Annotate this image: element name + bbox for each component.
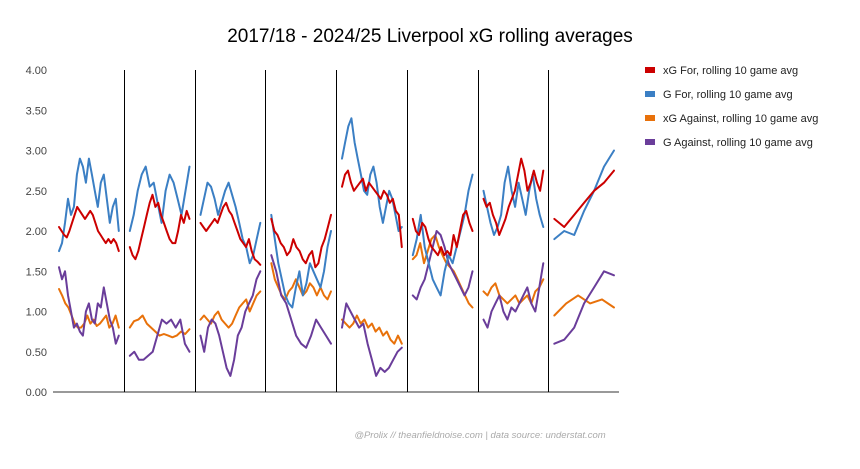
legend-swatch — [645, 139, 655, 145]
series-line — [411, 230, 474, 301]
series-line — [553, 169, 615, 228]
series-line — [128, 314, 191, 339]
series-line — [482, 157, 545, 236]
legend-swatch — [645, 115, 655, 121]
series-line — [553, 149, 615, 241]
series-line — [270, 213, 332, 309]
series-line — [341, 314, 403, 345]
series-line — [199, 270, 262, 377]
series-line — [411, 234, 474, 309]
y-tick-label: 0.00 — [26, 387, 47, 399]
series-line — [58, 157, 120, 253]
y-tick-label: 1.50 — [26, 266, 47, 278]
legend-label: xG Against, rolling 10 game avg — [663, 113, 818, 125]
chart-title: 2017/18 - 2024/25 Liverpool xG rolling a… — [227, 26, 633, 47]
series-line — [270, 254, 332, 349]
series-line — [482, 165, 545, 236]
series-line — [58, 288, 120, 329]
legend-label: G For, rolling 10 game avg — [663, 89, 793, 101]
series-line — [553, 270, 615, 345]
y-tick-label: 0.50 — [26, 347, 47, 359]
y-tick-label: 2.50 — [26, 186, 47, 198]
series-line — [58, 266, 120, 345]
legend: xG For, rolling 10 game avg G For, rollin… — [645, 65, 818, 149]
y-tick-label: 3.50 — [26, 105, 47, 117]
y-tick-label: 2.00 — [26, 226, 47, 238]
series-line — [128, 318, 191, 361]
series-line — [553, 294, 615, 317]
legend-label: G Against, rolling 10 game avg — [663, 137, 813, 149]
series-line — [482, 278, 545, 305]
legend-label: xG For, rolling 10 game avg — [663, 65, 798, 77]
series-line — [128, 193, 191, 261]
series-line — [58, 205, 120, 253]
legend-swatch — [645, 67, 655, 73]
series-line — [341, 117, 403, 232]
y-tick-label: 3.00 — [26, 146, 47, 158]
series-line — [199, 201, 262, 266]
series-line — [482, 262, 545, 329]
series-line — [270, 213, 332, 269]
y-tick-label: 4.00 — [26, 65, 47, 77]
series-line — [199, 181, 262, 265]
series-line — [411, 173, 474, 297]
y-tick-label: 1.00 — [26, 307, 47, 319]
series-line — [411, 209, 474, 257]
legend-swatch — [645, 91, 655, 97]
chart-footer: @Prolix // theanfieldnoise.com | data so… — [354, 430, 605, 441]
series-line — [341, 169, 403, 249]
series-layer — [58, 117, 615, 377]
axis-layer: 0.00 0.50 1.00 1.50 2.00 2.50 3.00 3.50 4.00 — [26, 65, 619, 399]
series-line — [341, 302, 403, 377]
